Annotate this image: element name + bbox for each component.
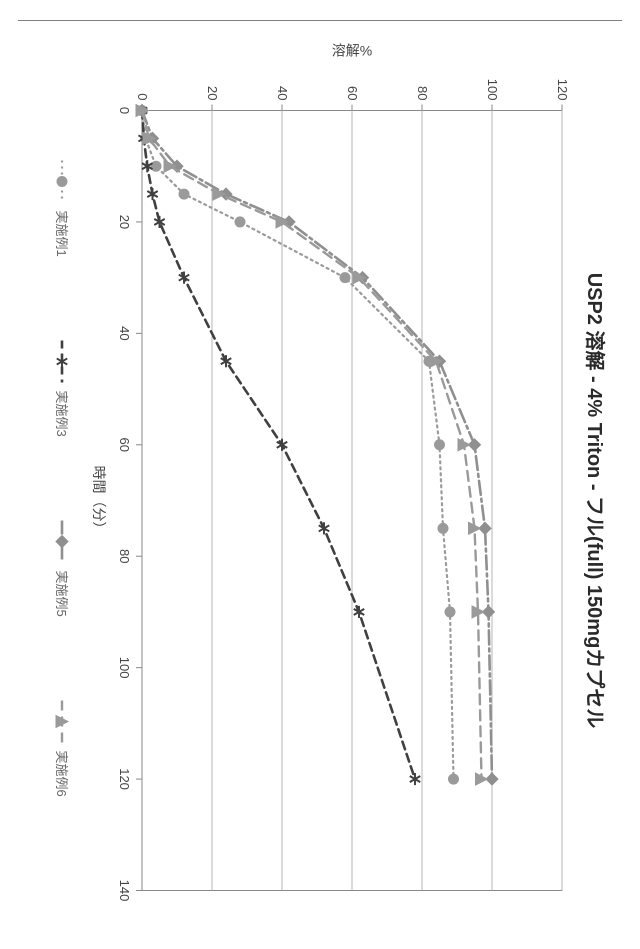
legend-label: 実施例1 <box>54 210 69 256</box>
svg-text:20: 20 <box>205 86 220 100</box>
chart-title: USP2 溶解 - 4% Triton - フル(full) 150mgカプセル <box>583 272 607 728</box>
svg-text:100: 100 <box>117 656 132 678</box>
svg-text:100: 100 <box>485 78 500 100</box>
svg-text:40: 40 <box>117 326 132 340</box>
dissolution-chart: 0 20 40 60 80 100 120 0 20 40 60 80 100 120 140 USP2 溶解… <box>18 20 622 929</box>
svg-text:40: 40 <box>275 86 290 100</box>
svg-text:0: 0 <box>117 106 132 113</box>
x-axis-label: 時間（分） <box>91 465 107 535</box>
chart-stage: 0 20 40 60 80 100 120 0 20 40 60 80 100 120 140 USP2 溶解… <box>18 20 622 929</box>
svg-text:60: 60 <box>345 86 360 100</box>
outer-frame: 0 20 40 60 80 100 120 0 20 40 60 80 100 120 140 USP2 溶解… <box>18 20 622 929</box>
y-axis-label: 溶解% <box>332 42 372 58</box>
svg-text:120: 120 <box>555 78 570 100</box>
svg-text:140: 140 <box>117 879 132 901</box>
legend-label: 実施例3 <box>54 390 69 436</box>
svg-text:120: 120 <box>117 768 132 790</box>
svg-text:60: 60 <box>117 437 132 451</box>
legend-label: 実施例6 <box>54 750 69 796</box>
svg-text:20: 20 <box>117 214 132 228</box>
svg-text:80: 80 <box>415 86 430 100</box>
legend-label: 実施例5 <box>54 570 69 616</box>
svg-text:0: 0 <box>135 93 150 100</box>
svg-text:80: 80 <box>117 548 132 562</box>
